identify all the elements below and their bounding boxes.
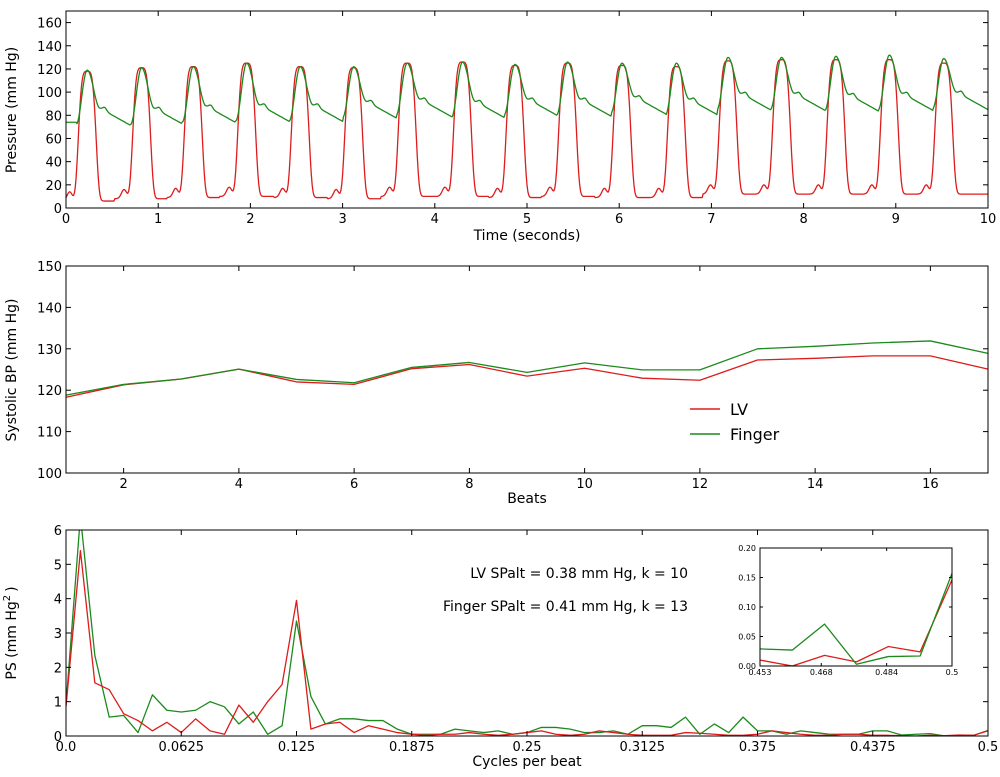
inset-y-tick-label: 0.15 [738, 574, 756, 583]
lv-spalt-annotation: LV SPalt = 0.38 mm Hg, k = 10 [470, 566, 688, 582]
legend: LV Finger [690, 400, 780, 444]
pressure-x-axis-title: Time (seconds) [473, 228, 581, 244]
pressure-x-tick-label: 8 [799, 212, 807, 227]
pressure-y-tick-label: 0 [54, 202, 62, 217]
inset-y-tick-label: 0.00 [738, 662, 756, 671]
spectrum-x-tick-label: 0.125 [278, 740, 315, 755]
systolic-x-tick-label: 10 [576, 477, 593, 492]
systolic-y-tick-label: 120 [37, 384, 62, 399]
systolic-y-axis-title: Systolic BP (mm Hg) [4, 298, 20, 441]
pressure-x-tick-label: 10 [980, 212, 997, 227]
pressure-x-tick-label: 6 [615, 212, 623, 227]
pressure-y-tick-label: 100 [37, 86, 62, 101]
pressure-y-tick-label: 80 [45, 109, 62, 124]
systolic-y-tick-label: 150 [37, 260, 62, 275]
spectrum-x-tick-label: 0.1875 [389, 740, 435, 755]
systolic-x-tick-label: 8 [465, 477, 473, 492]
inset-x-tick-label: 0.453 [749, 668, 772, 677]
legend-label-lv: LV [730, 400, 748, 419]
systolic-x-tick-label: 6 [350, 477, 358, 492]
systolic-y-tick-label: 140 [37, 301, 62, 316]
pressure-x-tick-label: 3 [338, 212, 346, 227]
pressure-y-tick-label: 40 [45, 156, 62, 171]
spectrum-y-axis-title: PS (mm Hg2) [2, 586, 20, 679]
pressure-x-tick-label: 5 [523, 212, 531, 227]
spectrum-x-axis-title: Cycles per beat [472, 754, 582, 770]
inset-y-tick-label: 0.10 [738, 603, 756, 612]
pressure-x-tick-label: 4 [431, 212, 439, 227]
systolic-x-tick-label: 2 [119, 477, 127, 492]
systolic-y-tick-label: 100 [37, 467, 62, 482]
systolic-plot-frame [65, 265, 989, 474]
inset-background [760, 548, 952, 666]
power-spectrum-chart: 0.0 0.0625 0.125 0.1875 0.25 0.3125 0.375 0.437… [2, 524, 999, 770]
inset-y-tick-label: 0.05 [738, 633, 756, 642]
spectrum-y-tick-label: 6 [54, 524, 62, 539]
pressure-x-tick-label: 0 [62, 212, 70, 227]
pressure-y-tick-label: 60 [45, 132, 62, 147]
spectrum-y-tick-label: 4 [54, 593, 62, 608]
pressure-x-tick-label: 2 [246, 212, 254, 227]
pressure-x-tick-label: 7 [707, 212, 715, 227]
spectrum-x-tick-label: 0.5 [978, 740, 999, 755]
pressure-y-tick-label: 120 [37, 63, 62, 78]
inset-x-tick-label: 0.5 [946, 668, 959, 677]
finger-inset-line [759, 573, 953, 665]
spectrum-x-tick-label: 0.0 [56, 740, 77, 755]
pressure-x-tick-label: 9 [892, 212, 900, 227]
legend-label-finger: Finger [730, 425, 780, 444]
spectrum-inset-chart: 0.453 0.468 0.484 0.5 0.00 0.05 0.10 0.15 0.20 [738, 544, 958, 677]
finger-systolic-line [65, 340, 989, 396]
spectrum-y-tick-label: 0 [54, 730, 62, 745]
spectrum-x-tick-label: 0.375 [739, 740, 776, 755]
lv-pressure-line [65, 59, 988, 202]
spectrum-x-tick-label: 0.25 [513, 740, 542, 755]
pressure-x-tick-label: 1 [154, 212, 162, 227]
spectrum-x-tick-label: 0.0625 [159, 740, 205, 755]
pressure-y-tick-label: 140 [37, 40, 62, 55]
spectrum-x-tick-label: 0.3125 [620, 740, 666, 755]
systolic-y-tick-label: 110 [37, 426, 62, 441]
pressure-y-tick-label: 160 [37, 17, 62, 32]
lv-systolic-line [65, 355, 989, 398]
inset-x-tick-label: 0.468 [810, 668, 833, 677]
spectrum-y-tick-label: 5 [54, 558, 62, 573]
pressure-y-axis-title: Pressure (mm Hg) [4, 47, 20, 173]
spectrum-y-tick-label: 1 [54, 696, 62, 711]
spectrum-y-tick-label: 3 [54, 627, 62, 642]
finger-spalt-annotation: Finger SPalt = 0.41 mm Hg, k = 13 [443, 599, 688, 615]
inset-x-tick-label: 0.484 [875, 668, 898, 677]
systolic-y-tick-label: 130 [37, 343, 62, 358]
spectrum-x-tick-label: 0.4375 [850, 740, 896, 755]
systolic-x-tick-label: 14 [807, 477, 824, 492]
inset-y-tick-label: 0.20 [738, 544, 756, 553]
systolic-x-tick-label: 12 [692, 477, 709, 492]
systolic-bp-chart: 2 4 6 8 10 12 14 16 100 110 120 130 140 150 Beats Sys… [4, 260, 989, 507]
pressure-y-tick-label: 20 [45, 179, 62, 194]
systolic-x-tick-label: 16 [922, 477, 939, 492]
finger-pressure-line [66, 54, 989, 126]
spectrum-y-tick-label: 2 [54, 661, 62, 676]
systolic-x-tick-label: 4 [235, 477, 243, 492]
systolic-x-axis-title: Beats [507, 491, 547, 507]
